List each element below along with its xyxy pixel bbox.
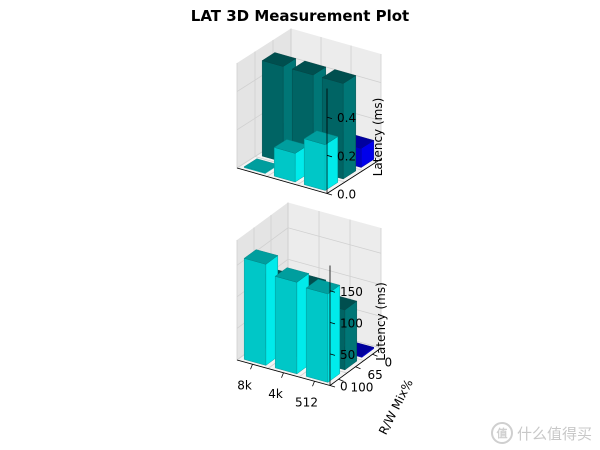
- y-tick-label: 0: [385, 355, 393, 369]
- z-tick-mark: [326, 116, 333, 120]
- z-axis-label: Latency (ms): [371, 98, 385, 177]
- z-axis-label: Latency (ms): [374, 282, 388, 361]
- watermark: 值 什么值得买: [490, 422, 592, 444]
- bar-face-front: [243, 258, 267, 366]
- watermark-logo-icon: 值: [490, 422, 513, 444]
- x-tick-label: 4k: [268, 387, 283, 401]
- z-tick-mark: [329, 290, 336, 293]
- x-axis-line: [236, 167, 328, 194]
- bar-face-top: [274, 267, 310, 283]
- z-tick-label: 0.2: [337, 149, 356, 163]
- y-tick-mark: [372, 353, 378, 357]
- z-tick-mark: [329, 353, 336, 356]
- z-tick-label: 150: [340, 285, 363, 299]
- chart-title: LAT 3D Measurement Plot: [190, 7, 410, 25]
- y-axis-label: R/W Mix%: [376, 377, 416, 437]
- bar-face-top: [321, 69, 357, 84]
- y-tick-mark: [338, 378, 344, 382]
- x-tick-label: 512: [295, 395, 318, 409]
- z-tick-mark: [329, 321, 336, 325]
- bar-512-0: [305, 278, 341, 383]
- bar-face-front: [304, 138, 326, 191]
- x-tick-mark: [250, 364, 253, 370]
- bar-face-top: [305, 278, 341, 295]
- y-tick-label: 100: [351, 380, 374, 394]
- bar-face-front: [275, 276, 298, 375]
- y-tick-label: 65: [368, 368, 383, 382]
- bar-4k-0: [274, 267, 310, 375]
- x-tick-mark: [281, 372, 284, 378]
- z-tick-mark: [329, 385, 336, 388]
- bar-4k-0: [273, 139, 309, 183]
- bar-face-top: [261, 52, 297, 67]
- bar-face-side: [343, 75, 356, 180]
- z-tick-label: 100: [340, 316, 363, 330]
- chart-panel-1: 0.0 0.2 0.4 Latency (ms): [236, 28, 385, 202]
- bar-face-top: [291, 60, 327, 76]
- bar-face-top: [303, 130, 339, 145]
- z-tick-label: 0: [340, 380, 348, 394]
- x-tick-label: 8k: [237, 378, 252, 392]
- x-tick-mark: [312, 381, 315, 387]
- bar-512-0: [303, 130, 339, 191]
- z-tick-label: 0.0: [337, 188, 356, 202]
- y-tick-mark: [355, 366, 361, 370]
- bar-face-front: [306, 287, 329, 383]
- bar-face-top: [243, 249, 279, 265]
- z-tick-label: 0.4: [337, 111, 356, 125]
- z-tick-label: 50: [340, 348, 355, 362]
- bar-8k-0: [243, 249, 279, 366]
- z-tick-mark: [326, 154, 333, 158]
- z-tick-mark: [326, 193, 333, 196]
- watermark-text: 什么值得买: [516, 424, 592, 443]
- y-axis-line: [326, 158, 382, 194]
